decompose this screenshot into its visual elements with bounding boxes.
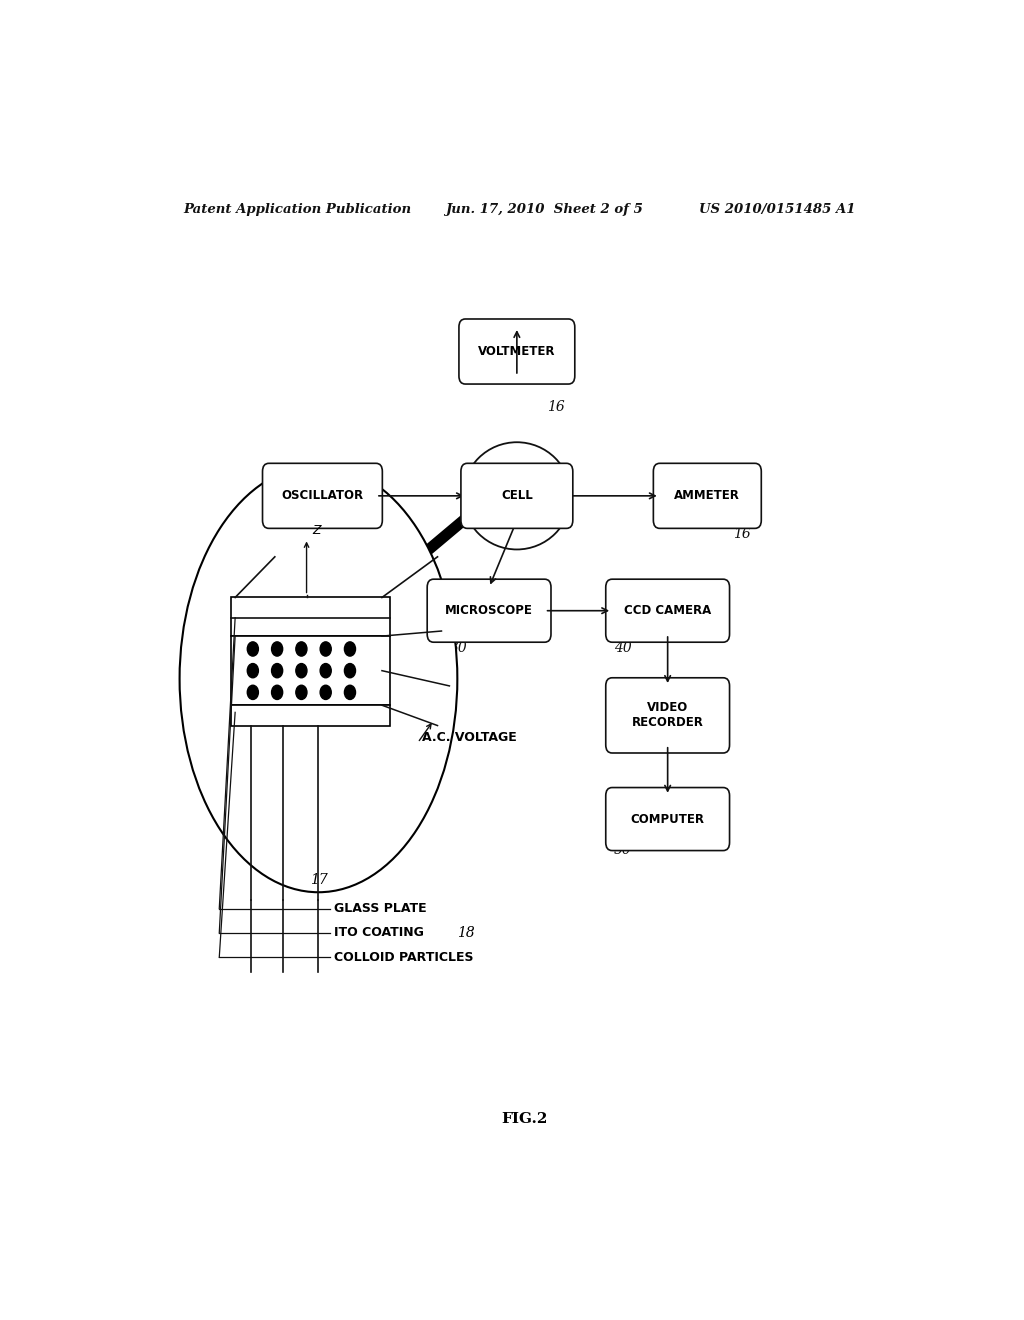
Text: Patent Application Publication: Patent Application Publication (183, 203, 412, 215)
FancyBboxPatch shape (606, 788, 729, 850)
FancyBboxPatch shape (606, 677, 729, 752)
Text: ITO COATING: ITO COATING (334, 927, 424, 940)
FancyBboxPatch shape (262, 463, 382, 528)
FancyBboxPatch shape (606, 579, 729, 643)
Circle shape (296, 642, 307, 656)
Circle shape (271, 664, 283, 677)
Text: 40: 40 (613, 642, 632, 655)
Circle shape (247, 664, 258, 677)
Circle shape (344, 664, 355, 677)
Text: 16: 16 (547, 400, 565, 414)
Text: GLASS PLATE: GLASS PLATE (334, 902, 427, 915)
Text: 30: 30 (450, 642, 467, 655)
Circle shape (344, 685, 355, 700)
Text: AMMETER: AMMETER (675, 490, 740, 503)
Circle shape (321, 642, 331, 656)
Ellipse shape (179, 466, 458, 892)
Circle shape (344, 642, 355, 656)
Circle shape (296, 664, 307, 677)
Circle shape (271, 642, 283, 656)
Circle shape (321, 685, 331, 700)
Text: CELL: CELL (501, 490, 532, 503)
Circle shape (247, 685, 258, 700)
Circle shape (271, 685, 283, 700)
Circle shape (321, 664, 331, 677)
FancyBboxPatch shape (461, 463, 572, 528)
Polygon shape (231, 598, 390, 636)
Text: FIG.2: FIG.2 (502, 1111, 548, 1126)
Polygon shape (231, 636, 390, 705)
Text: Jun. 17, 2010  Sheet 2 of 5: Jun. 17, 2010 Sheet 2 of 5 (445, 203, 643, 215)
Circle shape (296, 685, 307, 700)
Text: CCD CAMERA: CCD CAMERA (624, 605, 712, 618)
Text: MICROSCOPE: MICROSCOPE (445, 605, 534, 618)
Text: 17: 17 (309, 873, 328, 887)
Text: COMPUTER: COMPUTER (631, 813, 705, 825)
FancyBboxPatch shape (653, 463, 761, 528)
Circle shape (247, 642, 258, 656)
FancyBboxPatch shape (459, 319, 574, 384)
Ellipse shape (463, 442, 570, 549)
Text: Z: Z (312, 524, 321, 537)
Text: 18: 18 (458, 925, 475, 940)
Text: COLLOID PARTICLES: COLLOID PARTICLES (334, 950, 474, 964)
Text: VOLTMETER: VOLTMETER (478, 345, 556, 358)
Text: US 2010/0151485 A1: US 2010/0151485 A1 (699, 203, 856, 215)
Text: 50: 50 (613, 842, 632, 857)
Text: VIDEO
RECORDER: VIDEO RECORDER (632, 701, 703, 730)
Text: 16: 16 (733, 528, 751, 541)
Polygon shape (231, 705, 390, 726)
Text: 45: 45 (613, 739, 632, 752)
Text: 25: 25 (259, 529, 276, 544)
FancyBboxPatch shape (427, 579, 551, 643)
Text: OSCILLATOR: OSCILLATOR (282, 490, 364, 503)
Text: A.C. VOLTAGE: A.C. VOLTAGE (422, 731, 516, 744)
